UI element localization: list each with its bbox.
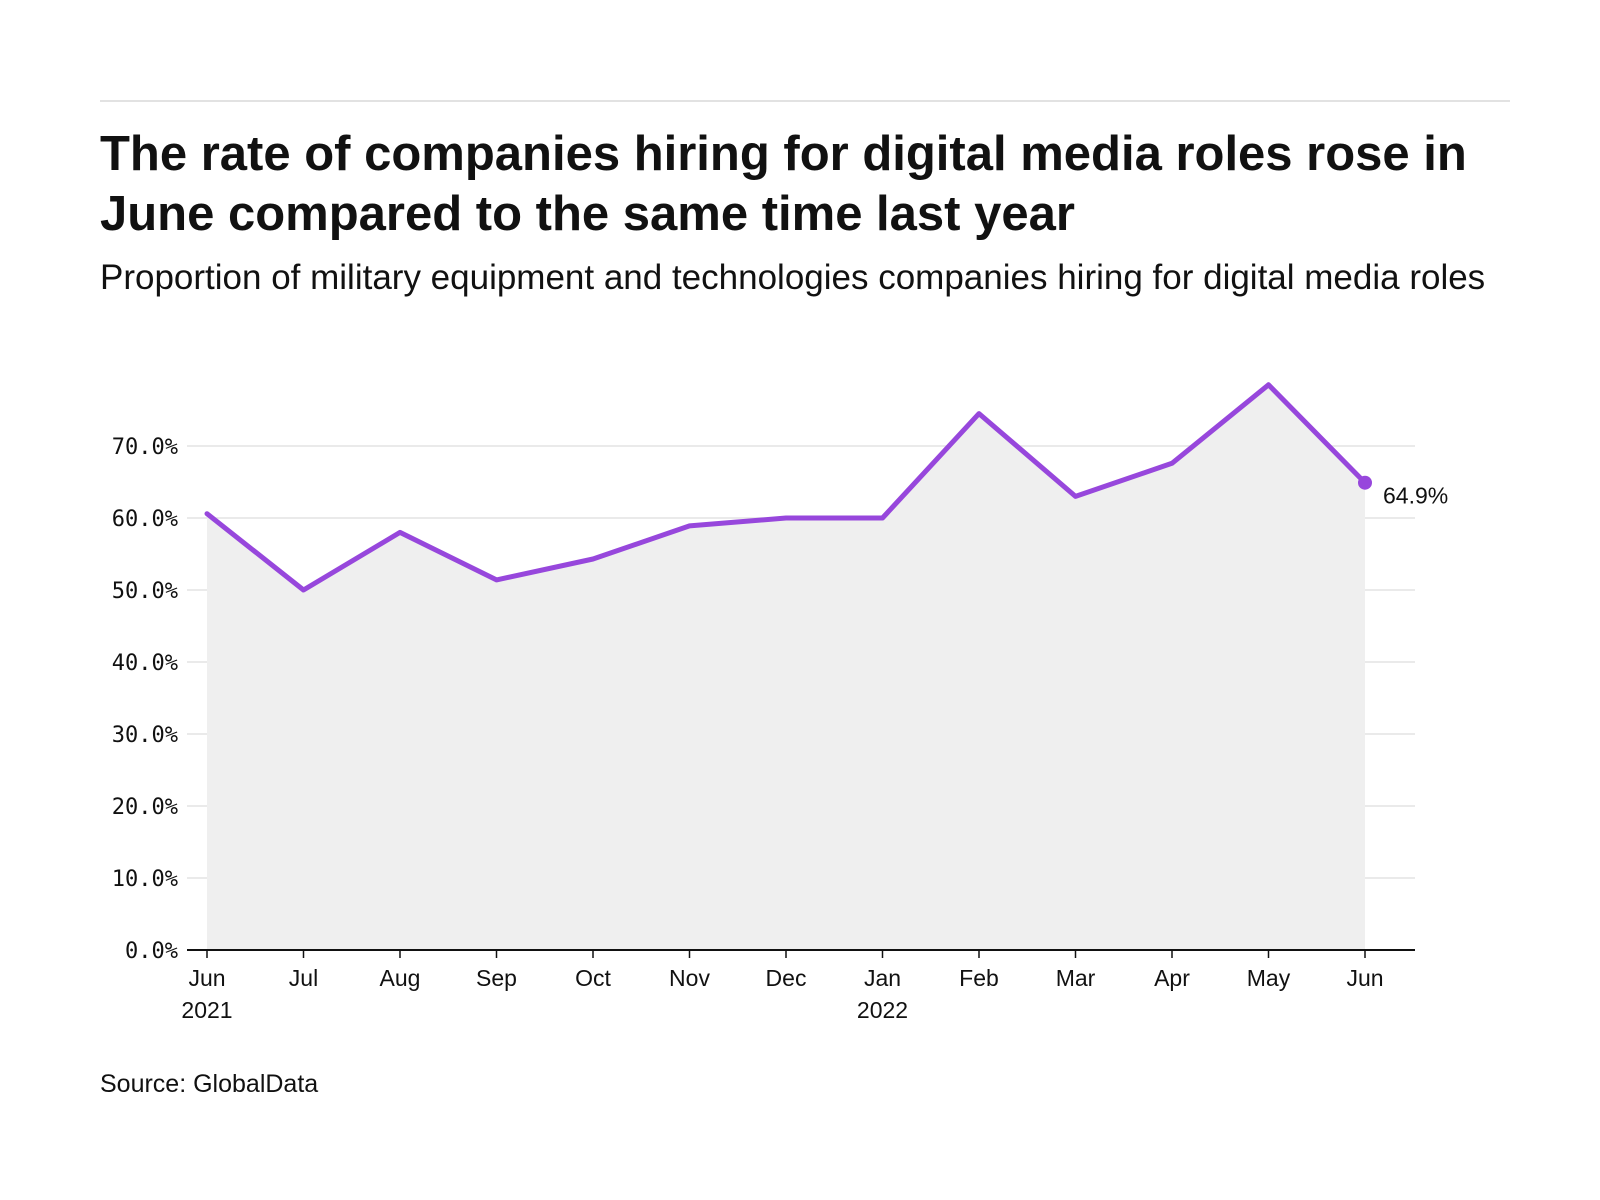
y-tick-label: 70.0% [112, 435, 178, 460]
y-tick-label: 0.0% [125, 939, 178, 964]
data-point [1266, 382, 1272, 388]
x-tick-label: 2021 [181, 997, 232, 1023]
chart-title: The rate of companies hiring for digital… [100, 127, 1467, 241]
data-point [880, 515, 886, 521]
y-tick-label: 20.0% [112, 795, 178, 820]
x-tick-label: Aug [380, 965, 421, 991]
series-line [204, 382, 1368, 593]
x-tick-label: Oct [575, 965, 611, 991]
x-tick-label: Jun [1346, 965, 1383, 991]
x-tick-label: Dec [766, 965, 807, 991]
data-point [301, 587, 307, 593]
y-tick-label: 40.0% [112, 651, 178, 676]
data-point [397, 529, 403, 535]
y-axis-tick-labels: 0.0% 10.0% 20.0% 30.0% 40.0% 50.0% 60.0% 70.0% [112, 435, 178, 964]
data-point [1169, 460, 1175, 466]
data-point [687, 523, 693, 529]
x-tick-label: Nov [669, 965, 710, 991]
x-axis-ticks: Jun 2021 Jul Aug Sep Oct Nov Dec Jan 2022 Feb Mar Ap… [181, 950, 1384, 1023]
x-tick-label: Mar [1056, 965, 1096, 991]
y-tick-label: 60.0% [112, 507, 178, 532]
last-value-label: 64.9% [1383, 483, 1448, 509]
x-tick-label: Jun [188, 965, 225, 991]
y-tick-label: 10.0% [112, 867, 178, 892]
last-point-marker [1358, 475, 1372, 490]
data-point [783, 515, 789, 521]
y-tick-label: 50.0% [112, 579, 178, 604]
x-tick-label: May [1247, 965, 1291, 991]
chart-subtitle: Proportion of military equipment and tec… [100, 258, 1486, 297]
x-tick-label: 2022 [857, 997, 908, 1023]
x-tick-label: Sep [476, 965, 517, 991]
x-tick-label: Jul [289, 965, 318, 991]
data-point [590, 556, 596, 562]
x-tick-label: Feb [959, 965, 999, 991]
top-divider [100, 100, 1510, 102]
series-area-fill [207, 384, 1365, 950]
x-tick-label: Apr [1154, 965, 1190, 991]
x-tick-label: Jan [864, 965, 901, 991]
data-point [204, 511, 210, 517]
y-tick-label: 30.0% [112, 723, 178, 748]
data-point [494, 577, 500, 583]
series-points [204, 382, 1372, 593]
data-point [976, 411, 982, 417]
source-note: Source: GlobalData [100, 1070, 319, 1098]
data-point [1073, 493, 1079, 499]
